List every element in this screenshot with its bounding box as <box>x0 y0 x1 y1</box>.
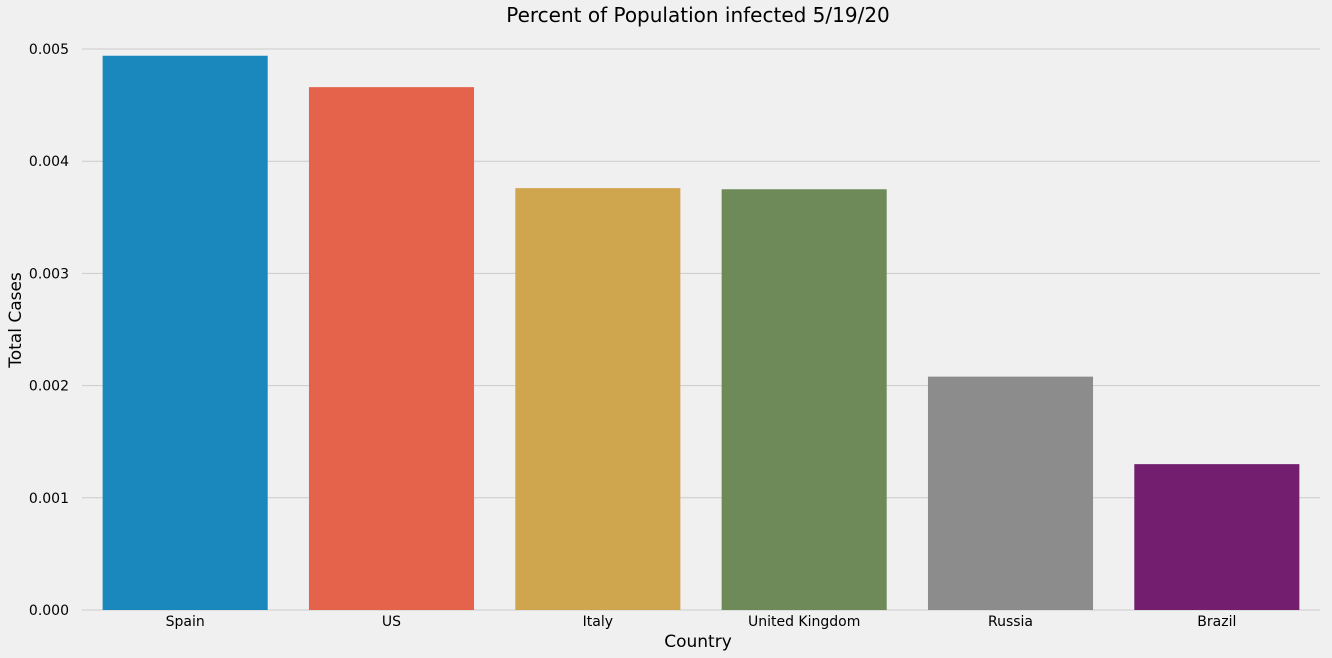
x-tick-label: Spain <box>166 614 205 630</box>
y-tick-label: 0.004 <box>29 154 69 170</box>
y-tick-label: 0.000 <box>29 603 69 619</box>
y-axis-label: Total Cases <box>6 272 26 369</box>
bar-russia <box>927 376 1094 610</box>
y-tick-label: 0.003 <box>29 266 69 282</box>
bars <box>102 55 1300 611</box>
y-tick-label: 0.002 <box>29 379 69 395</box>
y-gridlines <box>82 48 1320 611</box>
x-tick-label: Brazil <box>1197 614 1236 630</box>
x-tick-labels: Spain US Italy United Kingdom Russia Brazil <box>166 614 1237 630</box>
chart-title: Percent of Population infected 5/19/20 <box>506 3 890 27</box>
y-tick-labels: 0.000 0.001 0.002 0.003 0.004 0.005 <box>29 42 69 619</box>
bar-brazil <box>1134 464 1300 610</box>
x-tick-label: Italy <box>583 614 613 630</box>
y-tick-label: 0.005 <box>29 42 69 58</box>
x-axis-label: Country <box>664 632 732 652</box>
bar-spain <box>102 55 268 611</box>
y-tick-label: 0.001 <box>29 491 69 507</box>
x-tick-label: Russia <box>988 614 1033 630</box>
bar-united-kingdom <box>721 189 887 610</box>
x-tick-label: United Kingdom <box>748 614 860 630</box>
bar-italy <box>515 188 681 611</box>
bar-us <box>308 87 475 610</box>
x-tick-label: US <box>382 614 401 630</box>
